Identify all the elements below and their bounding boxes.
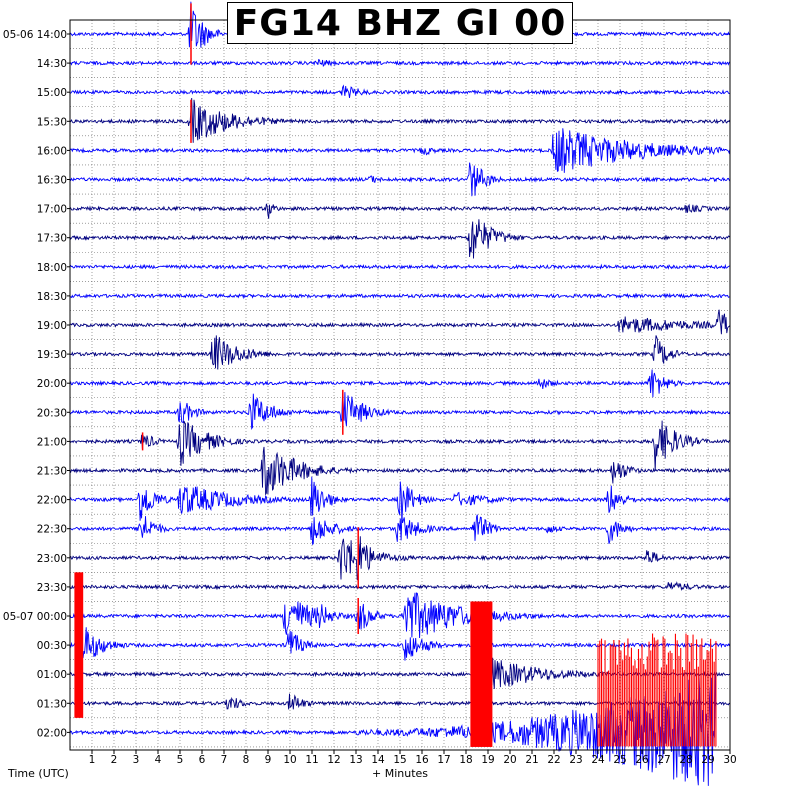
row-time-label: 02:00 <box>37 727 67 739</box>
row-time-label: 16:00 <box>37 145 67 157</box>
trace-row <box>69 693 731 710</box>
trace-row <box>69 203 731 219</box>
row-time-label: 16:30 <box>37 175 67 187</box>
trace-row <box>69 58 731 68</box>
trace-row <box>69 97 731 143</box>
row-time-label: 22:00 <box>37 495 67 507</box>
label-layer: 05-06 14:00 14:30 15:00 15:30 16:00 16:30 17:0… <box>3 29 737 766</box>
trace-row <box>69 219 731 259</box>
trace-row <box>69 627 731 661</box>
trace-row <box>69 420 731 471</box>
trace-row <box>69 369 731 398</box>
x-tick-label: 10 <box>283 754 296 766</box>
row-time-label: 01:30 <box>37 698 67 710</box>
x-tick-label: 2 <box>111 754 118 766</box>
row-time-label: 18:30 <box>37 291 67 303</box>
x-tick-label: 17 <box>437 754 450 766</box>
x-tick-label: 22 <box>547 754 560 766</box>
trace-row <box>69 309 731 335</box>
x-tick-label: 26 <box>635 754 649 766</box>
x-tick-label: 30 <box>723 754 736 766</box>
trace-row <box>69 581 731 592</box>
x-tick-label: 20 <box>503 754 516 766</box>
x-tick-label: 25 <box>613 754 626 766</box>
row-time-label: 19:30 <box>37 349 67 361</box>
x-tick-label: 28 <box>679 754 692 766</box>
trace-row <box>69 446 731 496</box>
trace-row <box>69 657 731 689</box>
trace-row <box>69 335 731 370</box>
trace-row <box>69 162 731 197</box>
row-time-label: 17:00 <box>37 204 67 216</box>
row-time-label: 19:00 <box>37 320 67 332</box>
x-tick-label: 8 <box>243 754 250 766</box>
row-time-label: 20:30 <box>37 407 67 419</box>
x-tick-label: 18 <box>459 754 472 766</box>
row-time-label: 01:00 <box>37 669 67 681</box>
x-tick-label: 6 <box>199 754 206 766</box>
x-tick-label: 1 <box>89 754 96 766</box>
x-tick-label: 29 <box>701 754 714 766</box>
chart-title: FG14 BHZ GI 00 <box>227 2 573 44</box>
clip-block <box>74 572 84 718</box>
row-time-label: 15:30 <box>37 116 67 128</box>
x-tick-label: 9 <box>265 754 272 766</box>
clip-block <box>470 601 493 747</box>
x-tick-label: 24 <box>591 754 605 766</box>
x-axis-title: + Minutes <box>372 767 429 780</box>
trace-layer <box>69 1 731 786</box>
row-time-label: 18:00 <box>37 262 67 274</box>
trace-row <box>70 536 730 581</box>
row-time-label: 17:30 <box>37 233 67 245</box>
row-time-label: 00:30 <box>37 640 67 652</box>
x-tick-label: 19 <box>481 754 494 766</box>
row-time-label: 20:00 <box>37 378 67 390</box>
trace-row <box>69 391 731 430</box>
x-tick-label: 12 <box>327 754 340 766</box>
trace-row <box>69 292 731 300</box>
row-time-label: 23:30 <box>37 582 67 594</box>
trace-row <box>69 263 731 270</box>
row-time-label: 21:30 <box>37 466 67 478</box>
x-tick-label: 5 <box>177 754 184 766</box>
trace-row <box>69 476 731 523</box>
x-tick-label: 21 <box>525 754 538 766</box>
y-axis-title: Time (UTC) <box>8 767 69 780</box>
x-tick-label: 13 <box>349 754 362 766</box>
row-time-label: 22:30 <box>37 524 67 536</box>
x-tick-label: 4 <box>155 754 162 766</box>
trace-row <box>69 84 731 98</box>
x-tick-label: 3 <box>133 754 140 766</box>
x-tick-label: 16 <box>415 754 429 766</box>
row-time-label: 15:00 <box>37 87 67 99</box>
x-tick-label: 11 <box>305 754 318 766</box>
x-tick-label: 7 <box>221 754 228 766</box>
trace-row <box>69 514 731 545</box>
row-time-label: 14:30 <box>37 58 67 70</box>
x-tick-label: 14 <box>371 754 385 766</box>
trace-row <box>69 128 731 173</box>
x-tick-label: 15 <box>393 754 406 766</box>
x-tick-label: 23 <box>569 754 582 766</box>
trace-row <box>69 592 731 639</box>
row-time-label: 23:00 <box>37 553 67 565</box>
row-time-label: 05-07 00:00 <box>3 611 67 623</box>
row-time-label: 05-06 14:00 <box>3 29 67 41</box>
row-time-label: 21:00 <box>37 436 67 448</box>
x-tick-label: 27 <box>657 754 670 766</box>
